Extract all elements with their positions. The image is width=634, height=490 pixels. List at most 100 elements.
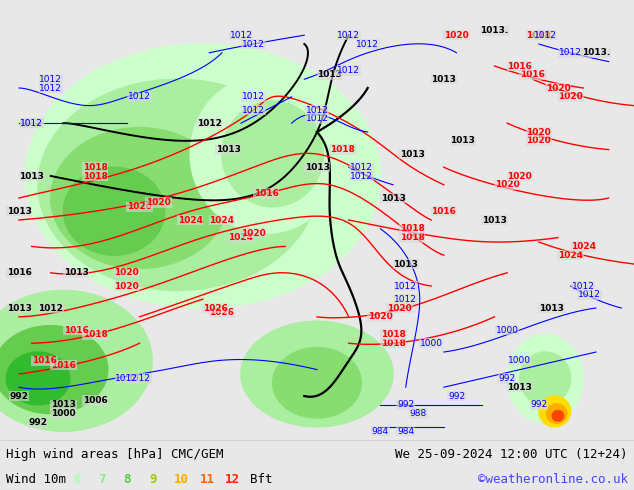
- Text: 1020: 1020: [127, 202, 152, 211]
- Text: 1012: 1012: [306, 105, 328, 115]
- Text: 984: 984: [397, 427, 415, 436]
- Text: Wind 10m: Wind 10m: [6, 472, 67, 486]
- Text: 1013: 1013: [539, 303, 564, 313]
- Text: 1013: 1013: [317, 70, 342, 79]
- Text: 1018: 1018: [380, 339, 406, 348]
- Text: 1013: 1013: [6, 207, 32, 216]
- Text: 1012: 1012: [559, 49, 582, 57]
- Text: 1013: 1013: [399, 149, 425, 158]
- Text: 6: 6: [73, 472, 81, 486]
- Text: 1016: 1016: [431, 207, 456, 216]
- Text: 1024: 1024: [178, 216, 203, 224]
- Text: 1012: 1012: [306, 114, 328, 123]
- Polygon shape: [507, 334, 583, 422]
- Text: 1013.: 1013.: [582, 49, 610, 57]
- Text: 1026: 1026: [203, 303, 228, 313]
- Text: 9: 9: [149, 472, 157, 486]
- Text: 1024: 1024: [571, 242, 596, 251]
- Text: 1013: 1013: [51, 400, 76, 409]
- Text: 1016: 1016: [6, 269, 32, 277]
- Text: 1000: 1000: [51, 409, 75, 418]
- Text: 1012: 1012: [572, 282, 595, 291]
- Text: 1006: 1006: [82, 396, 108, 405]
- Text: 1024: 1024: [209, 216, 235, 224]
- Text: 1012: 1012: [242, 105, 265, 115]
- Text: 1012: 1012: [534, 31, 557, 40]
- Text: 1013: 1013: [380, 194, 406, 202]
- Text: Bft: Bft: [250, 472, 273, 486]
- Text: 1020: 1020: [241, 229, 266, 238]
- Text: 1012: 1012: [337, 66, 360, 75]
- Text: 1012: 1012: [39, 83, 62, 93]
- Text: 1013: 1013: [482, 216, 507, 224]
- Text: 1016: 1016: [32, 356, 57, 366]
- Text: 1020: 1020: [444, 31, 469, 40]
- Text: 11: 11: [200, 472, 215, 486]
- Text: 1020: 1020: [368, 312, 393, 321]
- Text: 1020: 1020: [558, 92, 583, 101]
- Text: 1013: 1013: [393, 260, 418, 269]
- Text: 1013: 1013: [450, 136, 476, 146]
- Text: 1018: 1018: [82, 330, 108, 339]
- Text: 1012: 1012: [394, 282, 417, 291]
- Text: 1012: 1012: [350, 172, 373, 180]
- Text: 1020: 1020: [526, 136, 552, 146]
- Text: 1020: 1020: [146, 198, 171, 207]
- Polygon shape: [222, 101, 323, 207]
- Text: 1012: 1012: [128, 374, 151, 383]
- Text: 1012: 1012: [20, 119, 43, 128]
- Text: 1012: 1012: [39, 74, 62, 84]
- Text: We 25-09-2024 12:00 UTC (12+24): We 25-09-2024 12:00 UTC (12+24): [395, 447, 628, 461]
- Text: 1016: 1016: [51, 361, 76, 370]
- Text: 1018: 1018: [399, 233, 425, 242]
- Text: 1013: 1013: [507, 383, 533, 392]
- Text: 1016: 1016: [520, 70, 545, 79]
- Polygon shape: [273, 347, 361, 418]
- Text: 1012: 1012: [394, 294, 417, 304]
- Text: 1012: 1012: [115, 374, 138, 383]
- Text: 1012: 1012: [38, 303, 63, 313]
- Text: 1018: 1018: [82, 172, 108, 180]
- Polygon shape: [51, 127, 228, 269]
- Polygon shape: [547, 404, 567, 423]
- Polygon shape: [38, 79, 317, 291]
- Text: 1020: 1020: [114, 282, 139, 291]
- Text: 1013: 1013: [63, 269, 89, 277]
- Text: 1013: 1013: [216, 145, 241, 154]
- Text: 1012: 1012: [20, 119, 43, 128]
- Text: 1000: 1000: [420, 339, 443, 348]
- Text: 1013: 1013: [431, 74, 456, 84]
- Text: 992: 992: [10, 392, 29, 400]
- Text: 8: 8: [124, 472, 131, 486]
- Text: 1012: 1012: [337, 31, 360, 40]
- Text: 992: 992: [448, 392, 465, 400]
- Text: 1012: 1012: [350, 163, 373, 172]
- Text: 992: 992: [397, 400, 415, 409]
- Text: 1018: 1018: [526, 31, 552, 40]
- Text: 984: 984: [372, 427, 389, 436]
- Text: 10: 10: [174, 472, 190, 486]
- Text: 1018: 1018: [82, 163, 108, 172]
- Text: 1013: 1013: [19, 172, 44, 180]
- Text: 1018: 1018: [399, 224, 425, 233]
- Polygon shape: [0, 326, 108, 414]
- Text: 1020: 1020: [507, 172, 533, 180]
- Text: 1020: 1020: [387, 303, 412, 313]
- Polygon shape: [520, 352, 571, 405]
- Text: 1016: 1016: [507, 62, 533, 71]
- Text: 1020: 1020: [114, 269, 139, 277]
- Text: 1012: 1012: [230, 31, 252, 40]
- Text: 1018: 1018: [330, 145, 355, 154]
- Text: High wind areas [hPa] CMC/GEM: High wind areas [hPa] CMC/GEM: [6, 447, 224, 461]
- Text: 988: 988: [410, 409, 427, 418]
- Text: 1026: 1026: [209, 308, 235, 317]
- Text: 1024: 1024: [228, 233, 254, 242]
- Text: 1016: 1016: [63, 325, 89, 335]
- Text: 12: 12: [225, 472, 240, 486]
- Text: 992: 992: [530, 400, 548, 409]
- Polygon shape: [0, 291, 152, 431]
- Text: 1000: 1000: [508, 356, 531, 366]
- Text: 992: 992: [29, 418, 48, 427]
- Text: 1020: 1020: [495, 180, 520, 189]
- Text: 1013: 1013: [304, 163, 330, 172]
